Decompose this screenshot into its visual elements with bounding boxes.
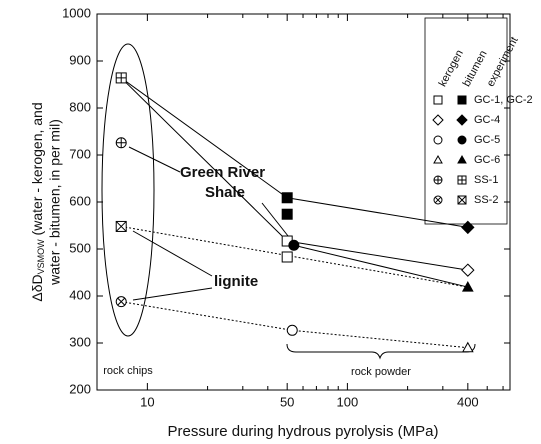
x-axis-label: Pressure during hydrous pyrolysis (MPa) [168,423,439,440]
marker-shape [432,114,444,126]
annotation-arrow [132,230,213,277]
marker-cross [434,176,442,184]
marker-shape [457,135,467,145]
marker [286,324,298,336]
marker [433,175,443,185]
marker [115,137,127,149]
annotation: rock chips [103,365,153,377]
marker-shape [286,324,298,336]
marker-shape [281,251,293,263]
marker [457,154,467,164]
annotation-arrow [132,287,213,301]
annotation-arrow [128,146,181,173]
marker-cross [117,297,126,306]
marker [115,296,127,308]
legend-label: GC-4 [474,114,500,126]
connecting-line [293,244,468,288]
marker-shape [433,135,443,145]
marker-cross [457,195,467,205]
y-label-sub: VSMOW [36,239,46,275]
marker-shape [281,192,293,204]
rock-chips-ellipse [101,43,155,337]
annotation: Shale [205,184,245,201]
x-tick-label: 10 [140,394,154,409]
marker-shape [433,95,443,105]
y-tick-label: 500 [69,240,91,255]
y-tick-label: 1000 [62,5,91,20]
marker-shape [461,263,475,277]
marker [281,208,293,220]
marker-cross [116,72,127,83]
y-label-rest: (water - kerogen, and [29,102,45,239]
legend-label: GC-5 [474,134,500,146]
y-axis-label: ΔδDVSMOW (water - kerogen, and [29,102,47,301]
y-tick-label: 600 [69,193,91,208]
marker-cross [434,196,442,204]
marker-shape [288,239,300,251]
marker [457,135,467,145]
annotation: lignite [214,273,258,290]
y-tick-label: 200 [69,381,91,396]
marker [456,114,468,126]
marker [115,220,127,232]
marker [433,154,443,164]
marker [115,72,127,84]
marker [461,263,475,277]
legend-label: SS-2 [474,194,498,206]
marker [433,135,443,145]
marker-shape [457,95,467,105]
marker [433,95,443,105]
marker [457,175,467,185]
y-tick-label: 900 [69,52,91,67]
marker-shape [457,154,467,164]
marker [433,195,443,205]
y-label-main: ΔδD [29,274,45,301]
marker-shape [281,208,293,220]
y-tick-label: 400 [69,287,91,302]
connecting-line [120,77,468,228]
marker-shape [433,154,443,164]
y-tick-label: 700 [69,146,91,161]
marker [288,239,300,251]
legend-label: GC-1, GC-2 [474,94,533,106]
marker [281,192,293,204]
marker-shape [456,114,468,126]
connecting-line [121,225,468,288]
legend-label: GC-6 [474,154,500,166]
marker-cross [458,176,466,184]
connecting-line [121,301,468,349]
marker [281,251,293,263]
annotation: Green River [180,164,265,181]
annotation: rock powder [351,366,411,378]
marker-shape [461,341,474,353]
y-tick-label: 300 [69,334,91,349]
x-tick-label: 100 [337,394,359,409]
legend-label: SS-1 [474,174,498,186]
marker-cross [116,137,127,148]
marker-cross [115,221,127,232]
marker [461,341,474,353]
marker [457,95,467,105]
marker-shape [461,281,474,292]
marker [432,114,444,126]
y-tick-label: 800 [69,99,91,114]
marker-shape [461,220,475,235]
x-tick-label: 400 [457,394,479,409]
marker [461,220,475,235]
y-axis-label-line2: water - bitumen, in per mil) [47,119,63,286]
x-tick-label: 50 [280,394,294,409]
marker [461,281,474,292]
marker [457,195,467,205]
annotation-arrow [261,202,293,242]
